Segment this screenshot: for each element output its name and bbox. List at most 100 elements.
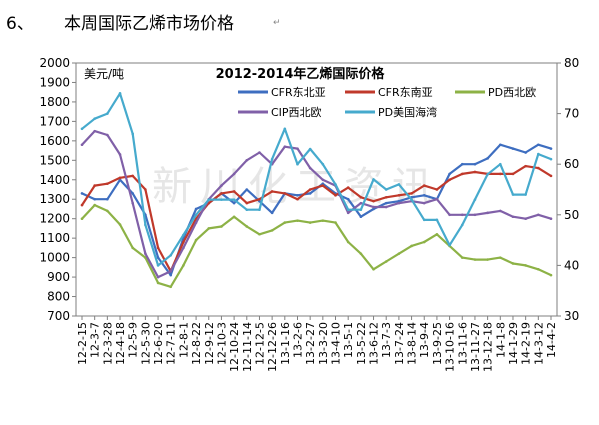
data-point xyxy=(283,192,287,195)
data-point xyxy=(308,221,312,224)
data-point xyxy=(549,273,553,277)
data-point xyxy=(372,178,375,181)
left-tick-label: 700 xyxy=(47,309,70,323)
data-point xyxy=(448,172,451,176)
data-point xyxy=(131,246,135,250)
data-point xyxy=(372,199,375,203)
data-point xyxy=(498,143,502,147)
data-point xyxy=(232,172,236,176)
series-line xyxy=(80,204,553,288)
x-tick-label: 13-2-6 xyxy=(291,322,304,358)
x-tick-label: 14-3-12 xyxy=(532,322,545,365)
x-tick-label: 13-11-6 xyxy=(456,322,469,365)
data-point xyxy=(537,267,540,271)
data-point xyxy=(346,211,350,215)
x-tick-label: 12-4-18 xyxy=(114,322,127,365)
data-point xyxy=(220,192,223,195)
data-point xyxy=(144,223,147,227)
data-point xyxy=(473,162,477,166)
x-tick-label: 12-12-26 xyxy=(266,322,279,372)
data-point xyxy=(448,243,451,247)
data-point xyxy=(384,260,388,263)
data-point xyxy=(334,194,337,197)
x-tick-label: 14-1-29 xyxy=(507,322,520,365)
data-point xyxy=(359,252,363,256)
data-point xyxy=(118,153,122,156)
x-tick-label: 13-8-14 xyxy=(406,322,419,365)
data-point xyxy=(80,192,84,195)
data-point xyxy=(410,192,413,195)
data-point xyxy=(384,201,388,205)
data-point xyxy=(80,203,84,207)
data-point xyxy=(422,218,426,222)
data-point xyxy=(435,232,439,236)
section-title: 本周国际乙烯市场价格 xyxy=(64,14,234,34)
left-tick-label: 2000 xyxy=(39,56,70,70)
data-point xyxy=(194,238,198,242)
data-point xyxy=(524,217,527,220)
data-point xyxy=(498,162,502,166)
data-point xyxy=(448,213,451,217)
chart-legend: CFR东北亚 CFR东南亚 PD西北欧 CIP西北欧 PD美国海湾 xyxy=(238,86,536,119)
data-point xyxy=(169,253,173,257)
x-tick-label: 13-9-25 xyxy=(431,322,444,365)
right-tick-label: 50 xyxy=(564,208,579,222)
x-tick-label: 13-7-24 xyxy=(393,322,406,365)
data-point xyxy=(334,183,337,186)
data-point xyxy=(524,164,527,168)
data-point xyxy=(270,190,274,193)
data-point xyxy=(397,199,401,203)
x-tick-label: 12-5-30 xyxy=(139,322,152,365)
x-tick-label: 13-12-18 xyxy=(482,322,495,372)
data-point xyxy=(359,201,363,205)
data-point xyxy=(460,223,464,227)
data-point xyxy=(549,217,553,220)
data-point xyxy=(372,267,375,271)
data-point xyxy=(169,273,173,277)
data-point xyxy=(359,215,363,219)
data-point xyxy=(194,221,198,224)
data-point xyxy=(410,244,413,248)
section-number: 6、 xyxy=(6,14,34,34)
data-point xyxy=(182,264,185,267)
data-point xyxy=(498,172,502,176)
right-tick-label: 70 xyxy=(564,107,579,121)
data-point xyxy=(156,256,160,259)
data-point xyxy=(93,117,96,120)
x-tick-label: 12-9-12 xyxy=(203,322,216,365)
data-point xyxy=(270,211,274,215)
data-point xyxy=(220,184,223,187)
data-point xyxy=(308,147,312,151)
data-point xyxy=(207,198,211,201)
data-point xyxy=(524,151,527,154)
legend-entry: PD西北欧 xyxy=(488,86,536,99)
data-point xyxy=(80,143,84,147)
data-point xyxy=(156,275,160,279)
chart-series-layer xyxy=(80,92,553,289)
data-point xyxy=(372,207,375,211)
data-point xyxy=(359,208,363,212)
data-point xyxy=(422,184,426,187)
left-tick-label: 900 xyxy=(47,270,70,284)
legend-entry: CFR东南亚 xyxy=(378,86,433,99)
data-point xyxy=(549,147,553,150)
data-point xyxy=(220,225,223,228)
x-tick-label: 12-3-28 xyxy=(101,322,114,365)
x-tick-label: 12-11-14 xyxy=(241,322,254,372)
left-tick-label: 1100 xyxy=(39,231,70,245)
data-point xyxy=(537,166,540,170)
data-point xyxy=(537,213,540,217)
x-tick-label: 13-5-1 xyxy=(342,322,355,358)
data-point xyxy=(321,219,325,222)
data-point xyxy=(258,151,261,154)
series-line xyxy=(80,130,553,279)
data-point xyxy=(80,127,84,131)
data-point xyxy=(422,240,426,244)
data-point xyxy=(258,232,261,236)
x-tick-label: 12-3-7 xyxy=(89,322,102,358)
data-point xyxy=(245,201,249,205)
data-point xyxy=(118,92,122,95)
data-point xyxy=(384,188,388,191)
data-point xyxy=(486,173,489,176)
data-point xyxy=(245,188,249,191)
